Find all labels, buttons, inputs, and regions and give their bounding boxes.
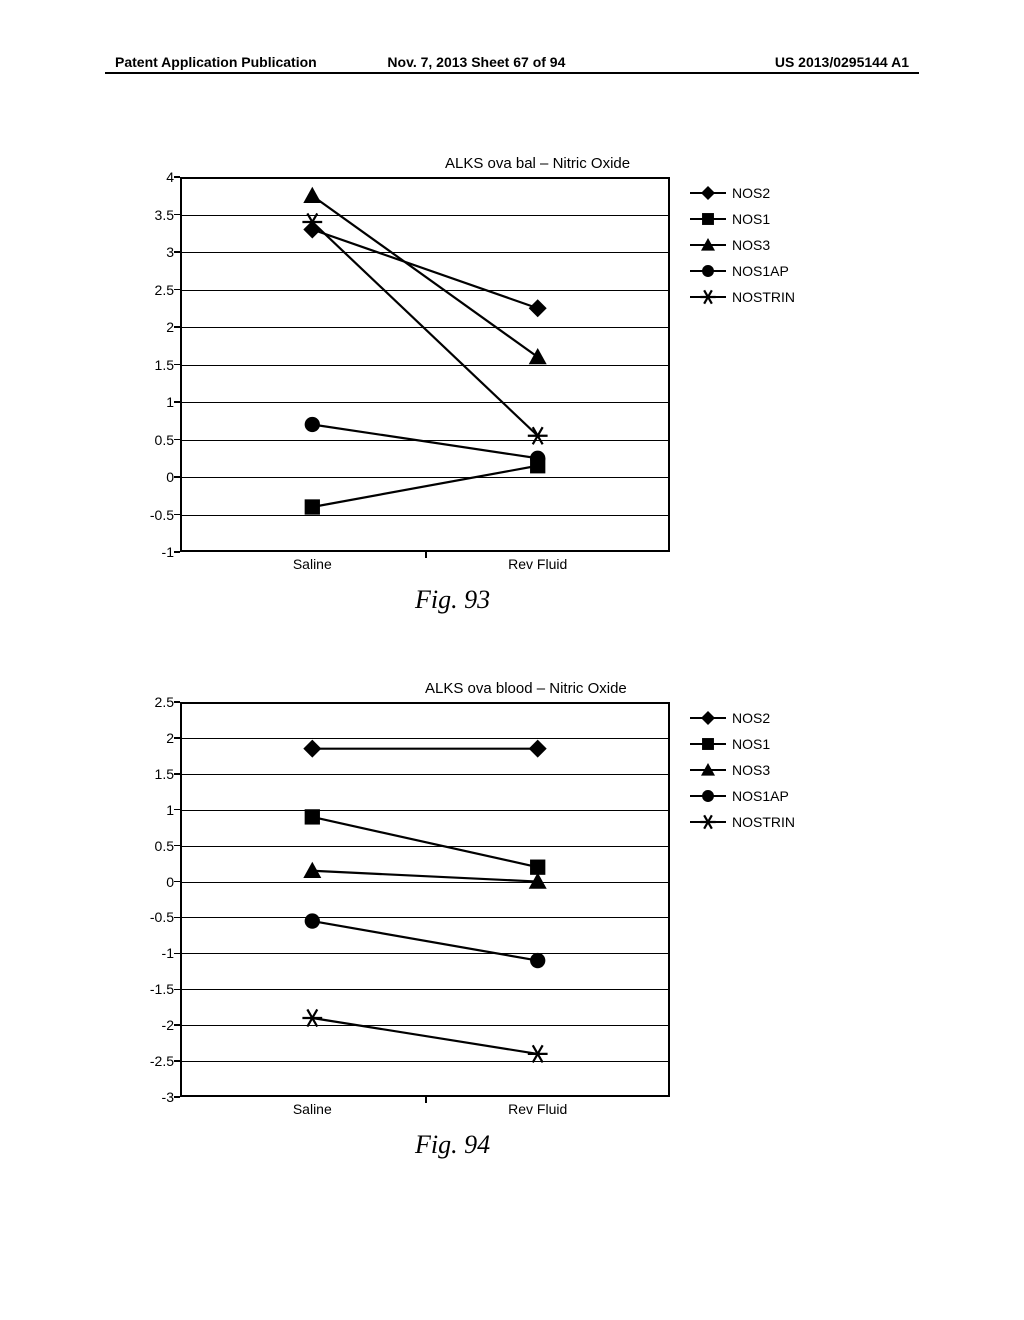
legend-label: NOSTRIN bbox=[732, 814, 795, 830]
x-tick-label: Rev Fluid bbox=[508, 552, 567, 572]
gridline bbox=[180, 738, 670, 739]
legend-marker-diamond-icon bbox=[690, 192, 726, 194]
y-tick-mark bbox=[174, 953, 180, 955]
x-tick-label: Saline bbox=[293, 552, 332, 572]
chart93-plot: -1-0.500.511.522.533.54SalineRev Fluid bbox=[180, 177, 670, 552]
gridline bbox=[180, 290, 670, 291]
legend-label: NOS2 bbox=[732, 185, 770, 201]
y-tick-mark bbox=[174, 401, 180, 403]
gridline bbox=[180, 774, 670, 775]
gridline bbox=[180, 882, 670, 883]
gridline bbox=[180, 846, 670, 847]
legend-item: NOS1 bbox=[690, 211, 795, 227]
chart94-title: ALKS ova blood – Nitric Oxide bbox=[425, 680, 627, 697]
header-center: Nov. 7, 2013 Sheet 67 of 94 bbox=[387, 54, 565, 70]
gridline bbox=[180, 917, 670, 918]
legend-item: NOSTRIN bbox=[690, 814, 795, 830]
y-tick-mark bbox=[174, 917, 180, 919]
gridline bbox=[180, 215, 670, 216]
legend-label: NOS3 bbox=[732, 237, 770, 253]
gridline bbox=[180, 989, 670, 990]
legend-label: NOS3 bbox=[732, 762, 770, 778]
y-tick-mark bbox=[174, 989, 180, 991]
header-left: Patent Application Publication bbox=[115, 54, 317, 70]
legend-marker-asterisk-icon bbox=[690, 296, 726, 298]
gridline bbox=[180, 327, 670, 328]
chart94-plot: -3-2.5-2-1.5-1-0.500.511.522.5SalineRev … bbox=[180, 702, 670, 1097]
gridline bbox=[180, 1061, 670, 1062]
y-tick-mark bbox=[174, 289, 180, 291]
y-tick-mark bbox=[174, 551, 180, 553]
gridline bbox=[180, 252, 670, 253]
legend-item: NOS3 bbox=[690, 762, 795, 778]
chart94-block: ALKS ova blood – Nitric Oxide -3-2.5-2-1.… bbox=[115, 680, 915, 1180]
gridline bbox=[180, 440, 670, 441]
x-tick-mark bbox=[425, 552, 427, 558]
gridline bbox=[180, 810, 670, 811]
legend-item: NOS1AP bbox=[690, 263, 795, 279]
y-tick-mark bbox=[174, 845, 180, 847]
header-divider bbox=[105, 72, 919, 74]
legend-item: NOS2 bbox=[690, 710, 795, 726]
plot-border bbox=[180, 702, 670, 1097]
legend-item: NOSTRIN bbox=[690, 289, 795, 305]
legend-label: NOS1AP bbox=[732, 788, 789, 804]
legend-marker-circle-icon bbox=[690, 270, 726, 272]
legend-marker-square-icon bbox=[690, 218, 726, 220]
y-tick-mark bbox=[174, 326, 180, 328]
chart93-title: ALKS ova bal – Nitric Oxide bbox=[445, 155, 630, 172]
legend-label: NOS1 bbox=[732, 736, 770, 752]
y-tick-mark bbox=[174, 881, 180, 883]
legend-item: NOS1AP bbox=[690, 788, 795, 804]
legend-marker-asterisk-icon bbox=[690, 821, 726, 823]
chart93-caption: Fig. 93 bbox=[415, 585, 490, 615]
legend-label: NOS1 bbox=[732, 211, 770, 227]
y-tick-mark bbox=[174, 1024, 180, 1026]
y-tick-mark bbox=[174, 514, 180, 516]
y-tick-mark bbox=[174, 439, 180, 441]
gridline bbox=[180, 953, 670, 954]
legend-marker-circle-icon bbox=[690, 795, 726, 797]
y-tick-mark bbox=[174, 701, 180, 703]
legend-marker-triangle-icon bbox=[690, 244, 726, 246]
legend-marker-diamond-icon bbox=[690, 717, 726, 719]
gridline bbox=[180, 515, 670, 516]
x-tick-label: Saline bbox=[293, 1097, 332, 1117]
y-tick-mark bbox=[174, 809, 180, 811]
y-tick-mark bbox=[174, 364, 180, 366]
legend-marker-triangle-icon bbox=[690, 769, 726, 771]
chart94-legend: NOS2 NOS1 NOS3 NOS1AP NOSTRIN bbox=[690, 710, 795, 840]
legend-label: NOS2 bbox=[732, 710, 770, 726]
legend-marker-square-icon bbox=[690, 743, 726, 745]
gridline bbox=[180, 1025, 670, 1026]
chart93-block: ALKS ova bal – Nitric Oxide -1-0.500.511.… bbox=[115, 155, 915, 655]
x-tick-label: Rev Fluid bbox=[508, 1097, 567, 1117]
legend-item: NOS1 bbox=[690, 736, 795, 752]
y-tick-mark bbox=[174, 737, 180, 739]
y-tick-mark bbox=[174, 251, 180, 253]
gridline bbox=[180, 365, 670, 366]
x-tick-mark bbox=[425, 1097, 427, 1103]
chart93-legend: NOS2 NOS1 NOS3 NOS1AP NOSTRIN bbox=[690, 185, 795, 315]
gridline bbox=[180, 477, 670, 478]
gridline bbox=[180, 402, 670, 403]
legend-item: NOS3 bbox=[690, 237, 795, 253]
y-tick-mark bbox=[174, 1096, 180, 1098]
y-tick-mark bbox=[174, 773, 180, 775]
y-tick-mark bbox=[174, 176, 180, 178]
header-right: US 2013/0295144 A1 bbox=[775, 54, 909, 70]
y-tick-mark bbox=[174, 214, 180, 216]
page-root: Patent Application Publication Nov. 7, 2… bbox=[0, 0, 1024, 1320]
legend-item: NOS2 bbox=[690, 185, 795, 201]
legend-label: NOS1AP bbox=[732, 263, 789, 279]
legend-label: NOSTRIN bbox=[732, 289, 795, 305]
chart94-caption: Fig. 94 bbox=[415, 1130, 490, 1160]
y-tick-mark bbox=[174, 476, 180, 478]
y-tick-mark bbox=[174, 1060, 180, 1062]
